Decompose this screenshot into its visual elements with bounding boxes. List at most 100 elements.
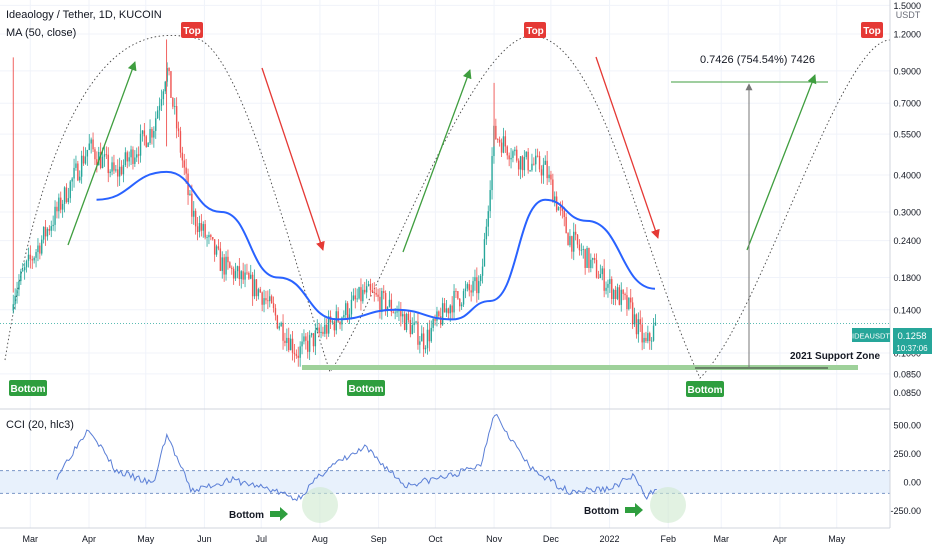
candle-body [411, 325, 413, 335]
candle-body [371, 290, 374, 293]
candle-body [272, 303, 275, 309]
candle-body [637, 319, 640, 335]
candle-body [354, 295, 356, 300]
candle-body [164, 81, 166, 92]
candle-body [542, 164, 545, 176]
bottom-badge-text: Bottom [688, 385, 723, 396]
candle-body [67, 198, 70, 203]
candle-body [80, 155, 83, 177]
candle-body [451, 305, 453, 313]
candle-body [288, 337, 290, 351]
candle-body [37, 245, 39, 253]
candle-body [569, 236, 571, 246]
candle-body [337, 311, 339, 322]
candle-body [590, 259, 592, 268]
candle-body [381, 290, 383, 312]
annotations: 2021 Support Zone 0.7426 (754.54%) 7426 To… [9, 22, 883, 523]
candle-body [614, 289, 617, 299]
price-tick-label: 0.0850 [893, 369, 921, 379]
candle-body [647, 333, 649, 342]
candle-body [333, 321, 336, 331]
candle-body [643, 337, 645, 343]
symbol-title[interactable]: Ideaology / Tether, 1D, KUCOIN [6, 9, 162, 21]
top-badge-text: Top [526, 26, 544, 37]
candle-body [274, 308, 277, 316]
candle-body [166, 68, 168, 82]
candle-body [373, 292, 375, 293]
candle-body [440, 316, 442, 325]
candle-body [86, 149, 89, 157]
candle-body [574, 231, 577, 235]
candle-body [622, 289, 624, 294]
candle-body [73, 167, 75, 179]
time-tick-label: Apr [82, 534, 96, 544]
candle-body [567, 233, 569, 246]
ma-label[interactable]: MA (50, close) [6, 27, 76, 39]
candle-body [341, 317, 343, 325]
candle-body [398, 310, 400, 312]
candle-body [641, 324, 643, 343]
candle-body [39, 245, 41, 254]
price-tick-label: 0.2400 [893, 236, 921, 246]
time-tick-label: Sep [371, 534, 387, 544]
bottom-badge-bg [9, 380, 47, 396]
candle-body [225, 256, 227, 275]
price-scale-bg [890, 0, 932, 550]
candle-body [208, 235, 210, 238]
candle-body [115, 169, 117, 171]
candle-body [236, 266, 239, 272]
candle-body [175, 106, 178, 129]
uptrend-arrow [746, 74, 817, 251]
candle-body [14, 295, 16, 305]
cycle-curve [4, 35, 891, 379]
top-badge: Top [181, 22, 203, 38]
support-zone-band [302, 365, 858, 370]
candle-body [204, 224, 206, 238]
candle-body [212, 237, 214, 240]
candle-body [276, 315, 279, 329]
cci-bottom-label: Bottom [584, 506, 619, 517]
candle-body [56, 206, 58, 212]
time-tick-label: May [828, 534, 846, 544]
candle-body [417, 321, 419, 345]
candle-body [259, 289, 261, 293]
candle-body [421, 333, 423, 342]
candle-body [586, 247, 588, 268]
candle-body [544, 160, 546, 165]
candle-body [193, 210, 195, 217]
candle-body [508, 155, 510, 160]
candle-body [428, 329, 431, 342]
candle-body [525, 151, 527, 158]
candle-body [453, 291, 455, 313]
candle-body [215, 246, 218, 255]
candle-body [312, 333, 315, 347]
candle-body [257, 289, 260, 297]
candle-body [403, 314, 406, 330]
candle-body [529, 170, 531, 172]
candle-body [635, 314, 638, 335]
candle-body [210, 235, 212, 238]
candle-body [459, 298, 461, 307]
candle-body [367, 284, 370, 287]
candle-body [105, 154, 108, 156]
candle-body [487, 211, 489, 227]
candle-body [132, 149, 134, 164]
candle-body [554, 196, 556, 203]
candle-body [390, 299, 393, 312]
candle-body [69, 181, 71, 199]
candle-body [238, 266, 241, 280]
candle-body [217, 246, 220, 249]
candle-body [527, 151, 529, 171]
candle-body [620, 289, 622, 305]
time-tick-label: Jun [197, 534, 212, 544]
header-legend: Ideaology / Tether, 1D, KUCOIN MA (50, c… [6, 9, 921, 431]
price-tick-label: 0.0850 [893, 388, 921, 398]
cci-label[interactable]: CCI (20, hlc3) [6, 419, 74, 431]
candle-body [35, 252, 37, 258]
candle-body [174, 106, 176, 107]
top-badge-text: Top [183, 26, 201, 37]
candle-body [52, 224, 54, 227]
candle-body [478, 281, 480, 294]
candle-body [386, 306, 389, 312]
candle-body [251, 274, 254, 297]
